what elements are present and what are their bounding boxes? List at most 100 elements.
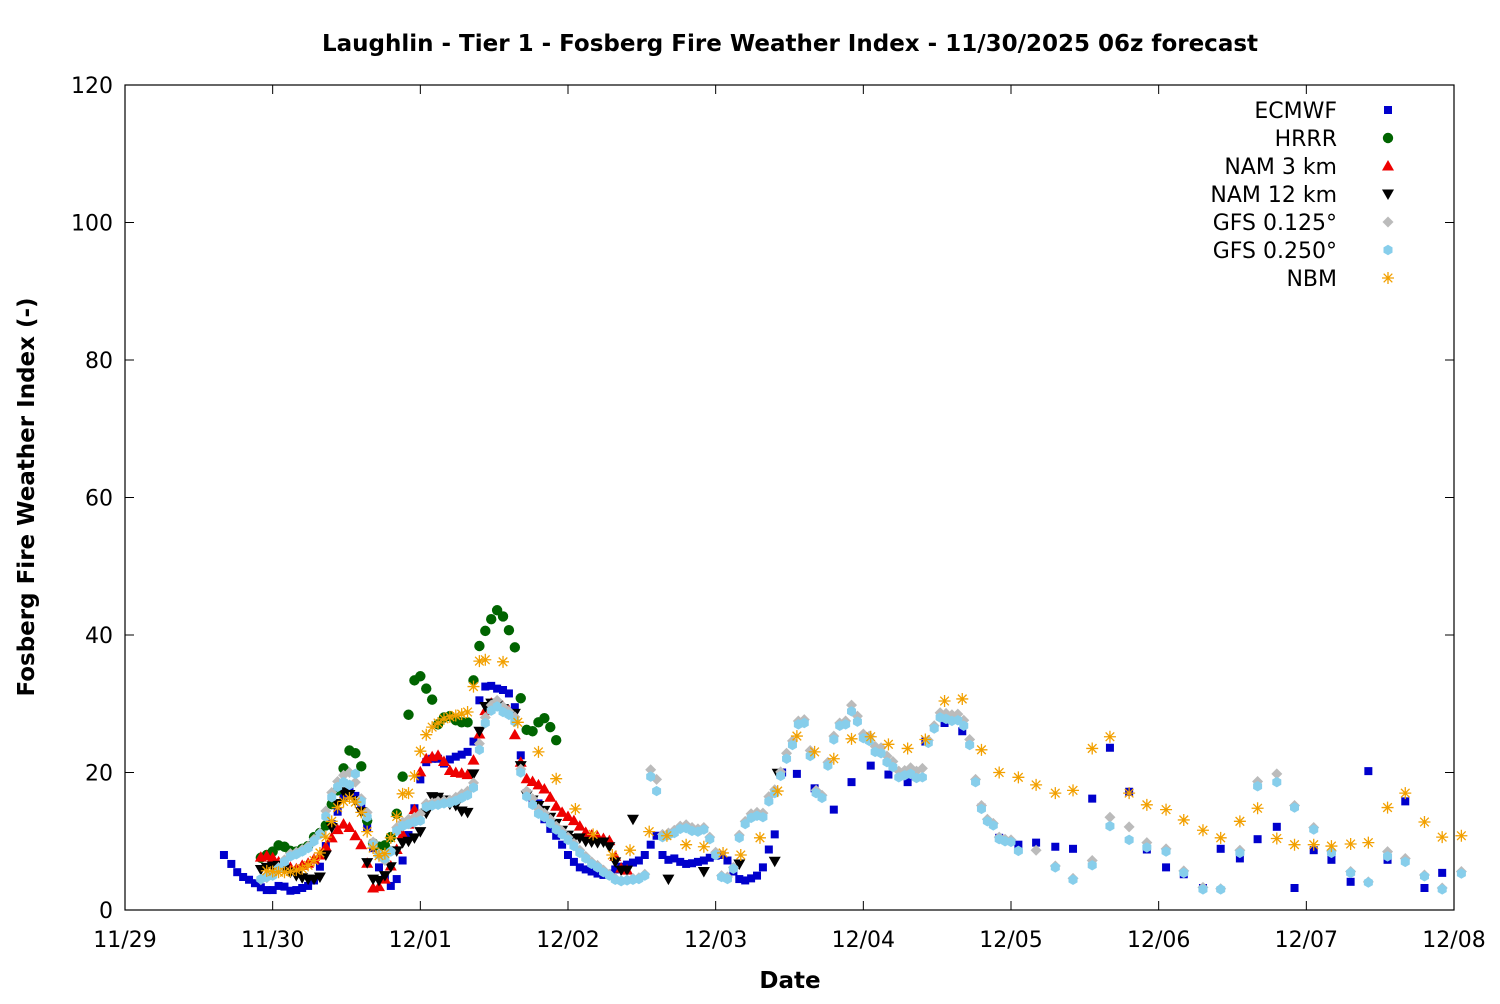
data-point-gfs-0-250 [1216, 884, 1226, 895]
data-point-nam-12-km [361, 858, 374, 869]
data-point-ecmwf [256, 883, 265, 892]
data-point-ecmwf [351, 791, 360, 800]
data-point-gfs-0-250 [758, 811, 768, 823]
data-point-ecmwf [398, 856, 407, 865]
legend-marker-gfs-0-250 [1383, 244, 1393, 256]
data-point-nbm [1399, 787, 1412, 800]
data-point-ecmwf [504, 689, 513, 698]
data-point-nbm [1140, 798, 1153, 811]
data-point-gfs-0-250 [976, 803, 986, 815]
data-point-ecmwf [1438, 868, 1447, 877]
data-point-gfs-0-250 [528, 799, 538, 811]
data-point-gfs-0-250 [1326, 847, 1336, 859]
data-point-nbm [882, 738, 895, 751]
data-point-ecmwf [770, 830, 779, 839]
data-point-nbm [993, 766, 1006, 779]
data-point-nbm [432, 717, 445, 729]
data-point-nbm [624, 844, 637, 857]
data-point-nbm [1307, 838, 1320, 851]
data-point-ecmwf [1014, 840, 1023, 849]
data-point-nbm [1196, 824, 1209, 837]
data-point-nam-3-km [437, 755, 450, 766]
data-point-ecmwf [676, 857, 685, 866]
data-point-nam-12-km [384, 862, 397, 873]
data-point-nbm [1160, 803, 1173, 816]
data-point-nbm [1030, 778, 1043, 791]
data-point-nbm [467, 680, 480, 693]
data-point-ecmwf [233, 868, 242, 877]
data-point-ecmwf [298, 884, 307, 892]
data-point-hrrr [545, 721, 556, 733]
x-axis-label: Date [759, 968, 820, 994]
data-point-hrrr [468, 675, 479, 686]
data-point-gfs-0-250 [646, 771, 656, 782]
data-point-ecmwf [469, 737, 478, 746]
data-point-gfs-0-250 [965, 739, 975, 751]
data-point-gfs-0-125 [1030, 844, 1042, 856]
data-point-ecmwf [552, 831, 561, 840]
data-point-gfs-0-250 [1363, 877, 1373, 888]
data-point-gfs-0-250 [728, 863, 738, 874]
data-point-nbm [771, 785, 784, 798]
data-point-nbm [1012, 771, 1025, 784]
data-point-hrrr [497, 611, 509, 622]
data-point-nam-3-km [319, 840, 332, 852]
data-point-nbm [437, 712, 450, 725]
data-point-gfs-0-250 [1161, 846, 1171, 857]
data-point-nbm [449, 709, 462, 722]
data-point-ecmwf [1401, 797, 1410, 806]
data-point-gfs-0-250 [321, 811, 331, 822]
x-tick-label: 11/30 [241, 928, 304, 953]
data-point-ecmwf [1253, 835, 1262, 844]
data-point-nbm [473, 655, 486, 668]
data-point-nbm [1123, 787, 1136, 800]
data-point-nbm [461, 706, 474, 718]
data-point-hrrr [462, 717, 473, 728]
data-point-gfs-0-250 [415, 815, 425, 826]
data-points [219, 605, 1468, 895]
data-point-ecmwf [286, 886, 295, 895]
data-point-gfs-0-125 [1271, 768, 1283, 780]
data-point-gfs-0-250 [1456, 868, 1466, 879]
data-point-nbm [319, 831, 332, 844]
data-point-nam-12-km [768, 856, 781, 868]
data-point-gfs-0-250 [1309, 824, 1319, 835]
data-point-ecmwf [747, 874, 756, 883]
legend-label-ecmwf: ECMWF [1254, 99, 1337, 124]
data-point-gfs-0-125 [1123, 821, 1135, 833]
data-point-ecmwf [1051, 842, 1060, 851]
data-point-ecmwf [723, 856, 732, 865]
data-point-hrrr [480, 625, 491, 637]
data-point-gfs-0-250 [1006, 836, 1016, 848]
series-nbm [260, 653, 1468, 879]
data-point-ecmwf [1105, 743, 1114, 752]
data-point-nbm [1362, 836, 1375, 849]
data-point-nam-12-km [402, 836, 415, 848]
y-tick-label: 0 [99, 899, 113, 924]
data-point-gfs-0-250 [1050, 862, 1060, 873]
data-point-nbm [1251, 802, 1264, 815]
data-point-hrrr [403, 709, 414, 720]
data-point-ecmwf [569, 857, 578, 866]
data-point-nbm [569, 802, 582, 815]
data-point-hrrr [550, 734, 562, 746]
data-point-nam-12-km [313, 872, 326, 883]
data-point-ecmwf [304, 881, 313, 890]
data-point-nam-12-km [573, 833, 586, 844]
data-point-ecmwf [392, 875, 401, 884]
data-point-ecmwf [847, 778, 856, 787]
data-point-nbm [349, 796, 362, 809]
y-tick-label: 120 [71, 74, 113, 99]
data-point-hrrr [527, 726, 538, 737]
data-point-nbm [901, 742, 914, 755]
data-point-ecmwf [1235, 854, 1244, 863]
x-tick-label: 12/08 [1422, 928, 1485, 953]
x-tick-label: 12/03 [684, 928, 747, 953]
data-point-gfs-0-250 [539, 811, 549, 823]
data-point-nbm [587, 828, 600, 841]
data-point-ecmwf [1327, 855, 1336, 864]
data-point-gfs-0-250 [1142, 842, 1152, 853]
data-point-gfs-0-250 [988, 820, 998, 831]
data-point-gfs-0-250 [764, 796, 774, 807]
